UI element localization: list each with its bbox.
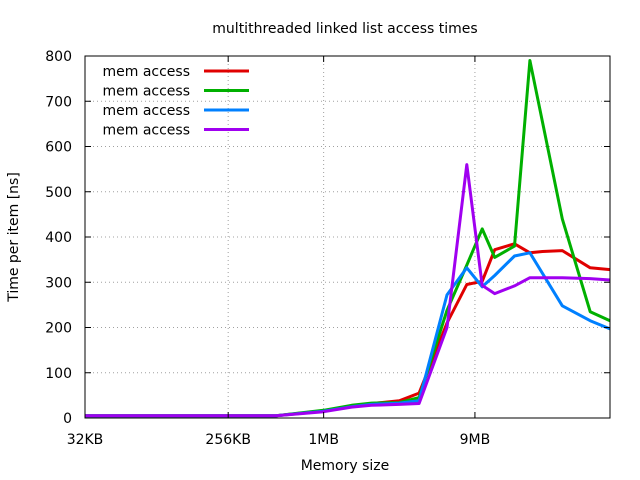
legend-label: mem access	[102, 64, 190, 80]
x-axis-label: Memory size	[301, 458, 390, 474]
y-tick-label: 500	[45, 185, 72, 201]
axis-ticks: 0 100 200 300 400 500 600 700 800 32KB 256KB 1MB 9MB	[45, 49, 610, 448]
y-tick-label: 200	[45, 321, 72, 337]
y-tick-label: 800	[45, 49, 72, 65]
y-axis-label: Time per item [ns]	[6, 172, 22, 303]
y-tick-label: 400	[45, 230, 72, 246]
x-tick-label: 256KB	[205, 432, 251, 448]
series-line-1	[85, 242, 611, 418]
legend: mem access mem access mem access mem access	[102, 64, 249, 139]
y-tick-label: 100	[45, 366, 72, 382]
x-tick-label: 9MB	[460, 432, 491, 448]
legend-label: mem access	[102, 123, 190, 139]
legend-label: mem access	[102, 103, 190, 119]
y-tick-label: 700	[45, 94, 72, 110]
y-tick-label: 300	[45, 275, 72, 291]
y-tick-label: 0	[63, 411, 72, 427]
x-tick-label: 32KB	[67, 432, 104, 448]
series-line-4	[85, 163, 611, 418]
chart-title: multithreaded linked list access times	[212, 21, 477, 37]
x-tick-label: 1MB	[308, 432, 339, 448]
y-tick-label: 600	[45, 140, 72, 156]
legend-label: mem access	[102, 84, 190, 100]
